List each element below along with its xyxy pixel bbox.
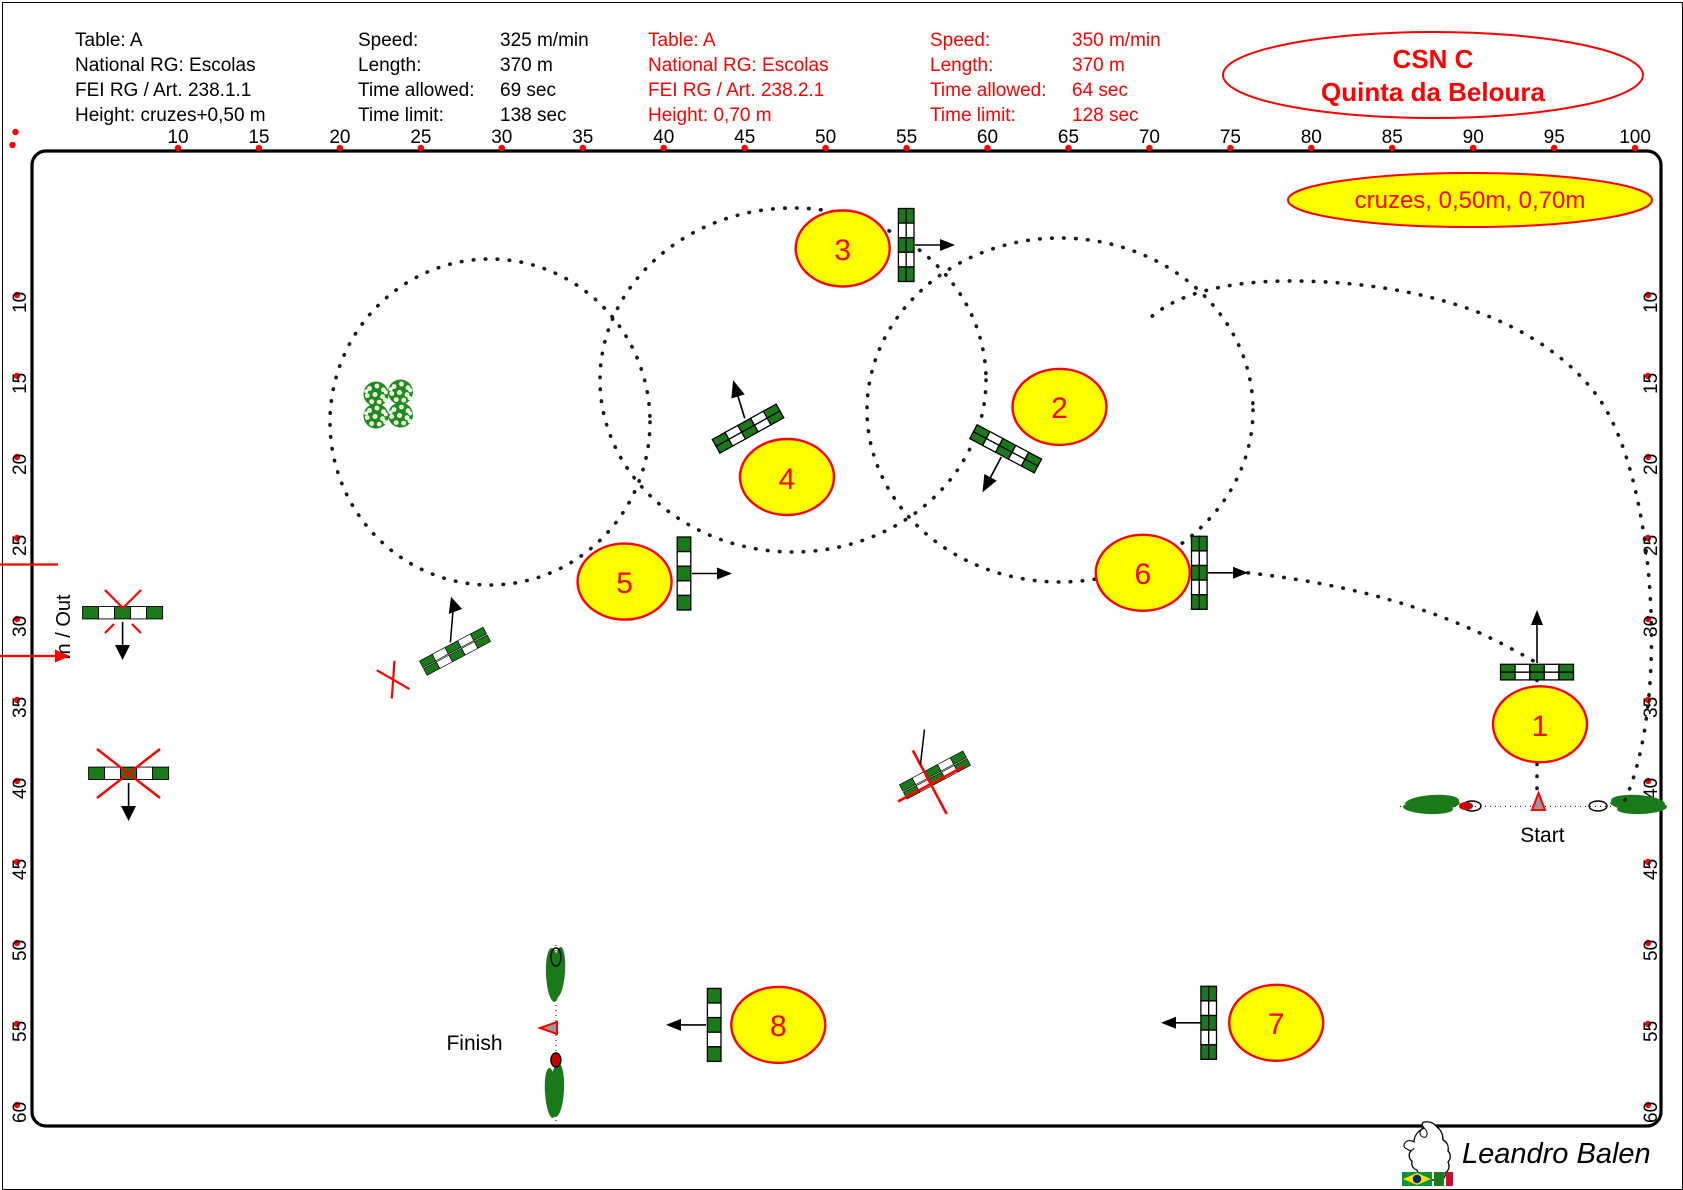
svg-text:Leandro Balen: Leandro Balen	[1462, 1138, 1651, 1170]
